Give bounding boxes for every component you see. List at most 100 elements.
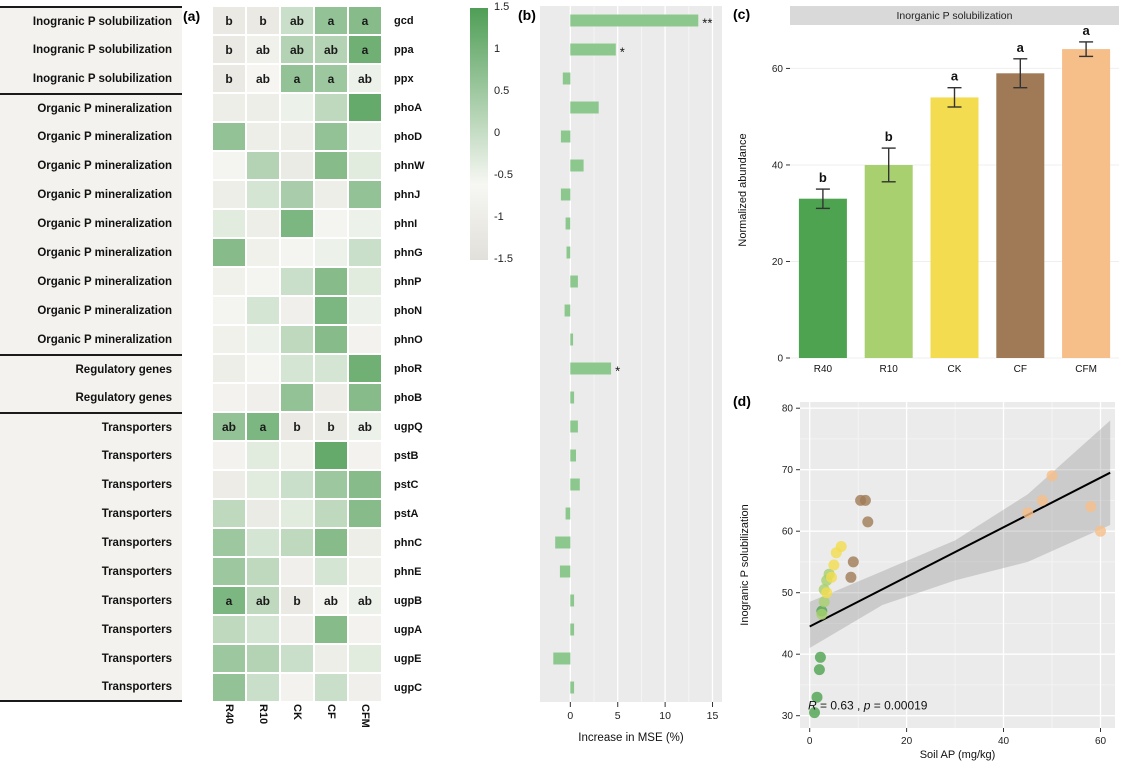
scatter-x-tick-label: 0 <box>807 736 813 747</box>
heatmap-cell <box>212 615 246 644</box>
category-label: Regulatory genes <box>0 383 182 412</box>
heatmap-cell <box>314 151 348 180</box>
scatter-y-tick-label: 30 <box>782 711 794 722</box>
scatter-point-R40 <box>813 664 825 676</box>
heatmap-cell <box>212 441 246 470</box>
heatmap-cell <box>212 180 246 209</box>
heatmap-cell <box>314 209 348 238</box>
heatmap-cell <box>348 325 382 354</box>
sig-letter: b <box>819 170 827 185</box>
heatmap-row: Organic P mineralization phoA <box>0 93 466 122</box>
category-label: Organic P mineralization <box>0 122 182 151</box>
heatmap-cell: b <box>212 35 246 64</box>
colorscale-tick-label: 0.5 <box>494 85 510 97</box>
heatmap-row: Regulatory genes phoR <box>0 354 466 383</box>
scatter-point-CFM <box>1046 470 1058 482</box>
sig-letter: b <box>885 129 893 144</box>
heatmap-cell <box>212 151 246 180</box>
scatter-y-tick-label: 70 <box>782 465 794 476</box>
mse-bar-ugpE <box>553 652 571 665</box>
heatmap-cell <box>348 267 382 296</box>
heatmap-cell <box>348 615 382 644</box>
heatmap-cell <box>280 615 314 644</box>
gene-label: ugpB <box>394 594 423 607</box>
significance-star: ** <box>702 16 712 31</box>
gene-label: phnG <box>394 246 423 259</box>
heatmap-cell <box>280 209 314 238</box>
abundance-x-tick-label: R40 <box>814 364 833 375</box>
heatmap-cell <box>348 470 382 499</box>
scatter-y-axis-title: Inogranic P solubilization <box>739 504 751 625</box>
heatmap-cells <box>212 122 382 151</box>
scatter-point-R40 <box>814 651 826 663</box>
heatmap-row: Transporters ugpE <box>0 644 466 673</box>
mse-bar-phnC <box>555 536 571 549</box>
scatter-point-R10 <box>818 596 830 608</box>
heatmap-cell <box>348 238 382 267</box>
heatmap-cell <box>314 528 348 557</box>
heatmap-cell <box>212 122 246 151</box>
heatmap-cell: b <box>212 6 246 35</box>
mse-bar-phoN <box>564 304 571 317</box>
correlation-annotation: R = 0.63 , p = 0.00019 <box>808 699 928 713</box>
gene-label: ugpA <box>394 623 423 636</box>
heatmap-cell <box>212 209 246 238</box>
scatter-point-CF <box>859 494 871 506</box>
gene-label: phnJ <box>394 188 421 201</box>
heatmap-cell <box>280 644 314 673</box>
column-label-text: R10 <box>257 704 269 725</box>
mse-x-axis-title: Increase in MSE (%) <box>578 732 684 744</box>
heatmap-cell <box>212 499 246 528</box>
heatmap-cell: b <box>280 586 314 615</box>
mse-bar-phnE <box>559 565 571 578</box>
column-label-text: R40 <box>223 704 235 725</box>
mse-bar-ppa <box>570 43 616 56</box>
column-label: CFM <box>348 704 382 762</box>
heatmap-cell <box>280 383 314 412</box>
heatmap-cell <box>212 644 246 673</box>
heatmap-cells: ab a b b ab <box>212 412 382 441</box>
heatmap-cell <box>246 209 280 238</box>
category-label: Transporters <box>0 470 182 499</box>
panel-c-title-strip <box>790 6 1119 25</box>
category-label: Organic P mineralization <box>0 296 182 325</box>
mse-bar-gcd <box>570 14 699 27</box>
confidence-band <box>809 420 1111 648</box>
heatmap-row: Transporters pstA <box>0 499 466 528</box>
scatter-x-tick-label: 40 <box>998 736 1010 747</box>
abundance-bar-R40 <box>798 198 847 358</box>
panel-label-b: (b) <box>518 7 536 23</box>
heatmap-row: Inogranic P solubilization b ab a a ab ppx <box>0 64 466 93</box>
heatmap-cell <box>246 180 280 209</box>
heatmap-cell <box>246 499 280 528</box>
abundance-y-axis-title: Normalized abundance <box>737 133 749 246</box>
scatter-point-R10 <box>816 608 828 620</box>
abundance-x-tick-label: CK <box>948 364 962 375</box>
gene-label: ugpE <box>394 652 422 665</box>
panel-label-d: (d) <box>733 393 751 409</box>
category-label: Organic P mineralization <box>0 151 182 180</box>
mse-bar-ppx <box>562 72 571 85</box>
heatmap-cell <box>280 122 314 151</box>
heatmap-row: Organic P mineralization phnO <box>0 325 466 354</box>
heatmap-cell <box>280 238 314 267</box>
heatmap-cell <box>348 209 382 238</box>
heatmap-cell: b <box>314 412 348 441</box>
heatmap-cell: ab <box>246 586 280 615</box>
heatmap-cell <box>314 644 348 673</box>
heatmap-cell <box>348 441 382 470</box>
heatmap-row: Transporters phnE <box>0 557 466 586</box>
heatmap-row: Organic P mineralization phoD <box>0 122 466 151</box>
column-label: R40 <box>212 704 246 762</box>
heatmap-cell <box>246 151 280 180</box>
heatmap-cell <box>246 644 280 673</box>
heatmap-cells <box>212 209 382 238</box>
heatmap-row: Organic P mineralization phnW <box>0 151 466 180</box>
panel-abundance-chart: Inorganic P solubilization b R40 b R10 a CK a CF… <box>733 6 1119 375</box>
category-label: Inogranic P solubilization <box>0 6 182 35</box>
heatmap-cell <box>280 528 314 557</box>
mse-bar-ugpQ <box>570 420 578 433</box>
heatmap: Inogranic P solubilization b b ab a a gcd Inogr… <box>0 6 466 702</box>
gene-label: phnC <box>394 536 423 549</box>
scatter-point-CF <box>845 571 857 583</box>
